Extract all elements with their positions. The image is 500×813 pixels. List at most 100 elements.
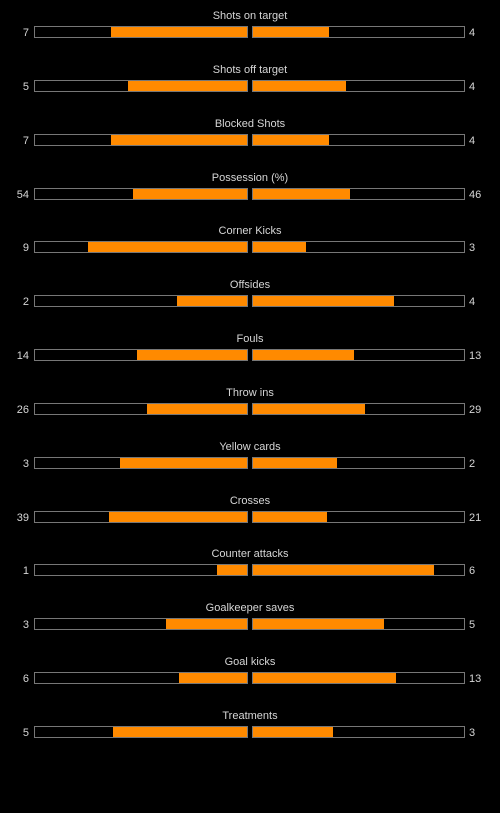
stat-row: Possession (%) 54 46 — [0, 162, 500, 216]
away-bar-fill — [253, 350, 355, 361]
stat-row: Goalkeeper saves 3 5 — [0, 592, 500, 646]
home-value: 7 — [22, 27, 29, 39]
home-bar — [34, 295, 248, 308]
home-bar — [34, 618, 248, 631]
home-value: 5 — [22, 80, 29, 93]
home-bar — [34, 456, 248, 469]
away-bar-fill — [253, 403, 365, 414]
away-value: 4 — [469, 27, 476, 39]
home-bar — [34, 510, 248, 523]
home-value: 2 — [22, 296, 29, 309]
home-bar-fill — [111, 134, 247, 145]
away-bar-fill — [253, 511, 327, 522]
away-bar-fill — [253, 296, 395, 307]
home-value: 1 — [22, 565, 29, 578]
away-bar-fill — [253, 188, 351, 199]
away-bar — [252, 725, 465, 738]
away-bar-fill — [253, 619, 384, 630]
stat-row: Shots off target 5 4 — [0, 54, 500, 108]
home-bar — [34, 241, 248, 254]
home-value: 54 — [16, 188, 29, 201]
stat-label: Shots off target — [212, 63, 288, 76]
home-bar — [34, 725, 248, 738]
stat-row: Offsides 2 4 — [0, 269, 500, 323]
stat-row: Blocked Shots 7 4 — [0, 108, 500, 162]
away-value: 29 — [469, 403, 482, 416]
away-value: 3 — [469, 726, 476, 739]
home-bar-fill — [179, 673, 247, 684]
away-bar — [252, 618, 465, 631]
away-bar — [252, 26, 465, 38]
stat-label: Possession (%) — [211, 171, 289, 184]
home-bar-fill — [128, 80, 247, 91]
away-bar-fill — [253, 27, 329, 37]
home-bar-fill — [132, 188, 247, 199]
away-bar-fill — [253, 673, 397, 684]
away-value: 21 — [469, 511, 482, 524]
away-bar — [252, 133, 465, 146]
away-value: 4 — [469, 134, 476, 147]
stat-row: Yellow cards 3 2 — [0, 431, 500, 485]
stat-label: Goalkeeper saves — [205, 602, 295, 615]
stat-row: Counter attacks 1 6 — [0, 538, 500, 592]
away-bar-fill — [253, 565, 435, 576]
home-bar-fill — [109, 511, 247, 522]
home-bar-fill — [147, 403, 247, 414]
home-bar-fill — [177, 296, 247, 307]
stat-row: Goal kicks 6 13 — [0, 646, 500, 700]
stat-label: Shots on target — [212, 10, 288, 22]
home-value: 3 — [22, 457, 29, 470]
away-bar — [252, 672, 465, 685]
stat-row: Shots on target 7 4 — [0, 0, 500, 54]
away-bar — [252, 564, 465, 577]
away-value: 4 — [469, 296, 476, 309]
away-bar-fill — [253, 80, 346, 91]
home-bar-fill — [217, 565, 247, 576]
away-bar — [252, 510, 465, 523]
stat-row: Treatments 5 3 — [0, 700, 500, 754]
home-value: 14 — [16, 350, 29, 363]
away-value: 46 — [469, 188, 482, 201]
away-bar — [252, 187, 465, 200]
stat-label: Crosses — [229, 494, 271, 507]
home-value: 3 — [22, 619, 29, 632]
home-bar — [34, 79, 248, 92]
home-bar-fill — [166, 619, 247, 630]
home-value: 5 — [22, 726, 29, 739]
stat-row: Fouls 14 13 — [0, 323, 500, 377]
home-value: 39 — [16, 511, 29, 524]
away-bar — [252, 295, 465, 308]
away-value: 13 — [469, 673, 482, 686]
stat-label: Offsides — [229, 279, 271, 292]
home-bar-fill — [136, 350, 247, 361]
home-bar-fill — [88, 242, 247, 253]
stat-label: Treatments — [222, 709, 278, 722]
away-value: 3 — [469, 242, 476, 255]
away-value: 4 — [469, 80, 476, 93]
home-bar — [34, 564, 248, 577]
away-bar — [252, 241, 465, 254]
home-bar-fill — [113, 726, 247, 737]
stat-label: Fouls — [236, 333, 264, 346]
stat-label: Blocked Shots — [214, 117, 286, 130]
stat-row: Corner Kicks 9 3 — [0, 215, 500, 269]
away-value: 6 — [469, 565, 476, 578]
home-bar — [34, 133, 248, 146]
away-bar — [252, 456, 465, 469]
home-value: 6 — [22, 673, 29, 686]
match-stats-panel: Shots on target 7 4 Shots off target 5 4… — [0, 0, 500, 754]
home-bar — [34, 672, 248, 685]
away-value: 13 — [469, 350, 482, 363]
away-bar — [252, 402, 465, 415]
away-bar-fill — [253, 242, 306, 253]
stat-label: Throw ins — [226, 386, 274, 399]
stat-label: Goal kicks — [224, 656, 276, 669]
stat-label: Corner Kicks — [218, 225, 282, 238]
away-bar — [252, 79, 465, 92]
stat-row: Crosses 39 21 — [0, 485, 500, 539]
home-bar — [34, 402, 248, 415]
home-value: 26 — [16, 403, 29, 416]
away-bar — [252, 349, 465, 362]
home-bar — [34, 349, 248, 362]
away-bar-fill — [253, 134, 329, 145]
